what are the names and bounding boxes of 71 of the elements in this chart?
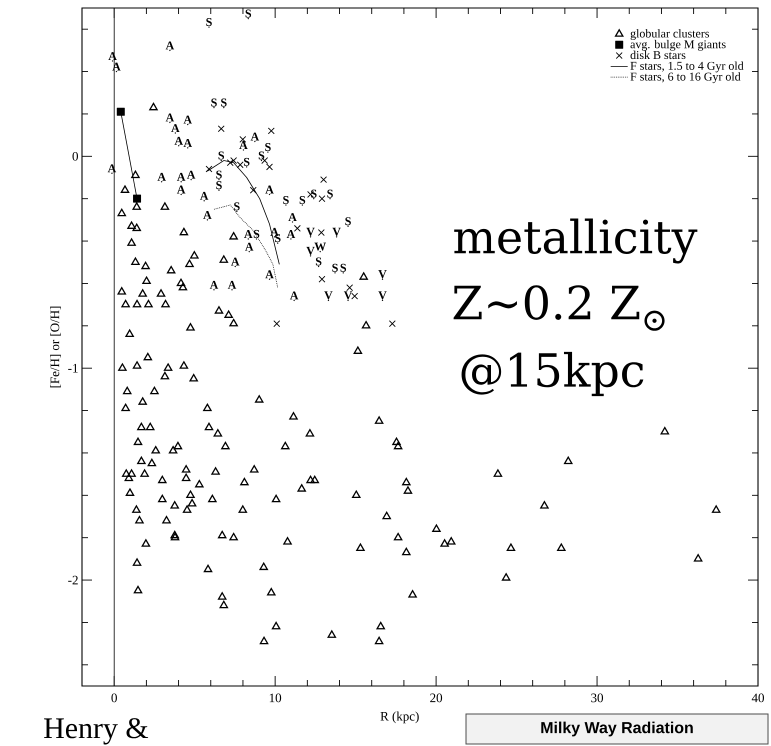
text: A [157,172,166,181]
text: S [265,143,271,152]
text: S [244,158,250,166]
text: A [290,291,298,300]
annotation: metallicity [454,218,698,264]
text: S [283,196,289,204]
text: A [244,230,252,238]
series-label: V [306,246,315,255]
text: A [184,138,192,147]
text: A [176,186,186,194]
text: A [184,116,192,124]
text: S [211,98,217,107]
text: V [324,291,333,300]
text: A [228,280,236,289]
text: A [166,41,174,50]
text: A [245,242,254,251]
text: S [258,152,264,160]
text: Milky Way Radiation [541,722,693,736]
text: V [378,270,387,278]
x-tick-label: 0 [111,694,117,702]
text: V [378,291,387,300]
text: A [166,114,174,122]
legend-label: avg. bulge M giants [630,40,726,51]
text: A [231,258,240,266]
annotation: @15kpc [462,352,644,396]
text: V [306,228,315,236]
text: S [216,170,222,179]
legend-label: F stars, 1.5 to 4 Gyr old [630,61,744,72]
x-tick-label: 20 [430,694,442,702]
x-axis-title: R (kpc) [380,712,419,724]
y-tick-label: 0 [72,152,78,161]
text: A [288,213,297,221]
text: A [239,141,248,149]
text: A [265,186,274,194]
text: A [286,230,296,238]
annotation: Z~0.2 Z$_{⊙}$ [454,285,665,331]
text: S [332,264,338,272]
y-axis-title: [Fe/H] or [O/H] [50,306,61,388]
x-tick-label: 40 [752,694,764,702]
text: V [344,291,352,300]
x-tick-label: 10 [270,694,282,702]
text: S [234,202,240,210]
text: S [340,264,346,272]
text: S [300,196,306,204]
text: A [176,172,186,181]
text: S [206,18,212,26]
legend-label: F stars, 6 to 16 Gyr old [630,72,741,84]
text: S [218,152,224,160]
text: V [332,228,341,236]
text: S [327,190,333,198]
text: A [171,124,180,132]
series-label: W [314,242,326,251]
y-tick-label: -2 [68,576,78,584]
text: S [216,181,222,190]
text: A [200,192,208,200]
legend-label: disk B stars [630,50,686,60]
text: S [254,230,260,238]
text: S [221,98,227,107]
text: S [345,217,351,226]
legend-label: globular clusters [630,29,710,40]
text: Henry & [44,718,148,744]
text: A [265,270,274,278]
text: A [210,280,218,289]
text: A [250,132,260,140]
y-tick-label: -1 [68,364,78,372]
x-tick-label: 30 [591,694,604,702]
legend-label: S [246,10,252,18]
text: A [203,210,212,219]
text: S [316,257,322,266]
text: A [186,170,196,179]
text: A [174,136,183,145]
